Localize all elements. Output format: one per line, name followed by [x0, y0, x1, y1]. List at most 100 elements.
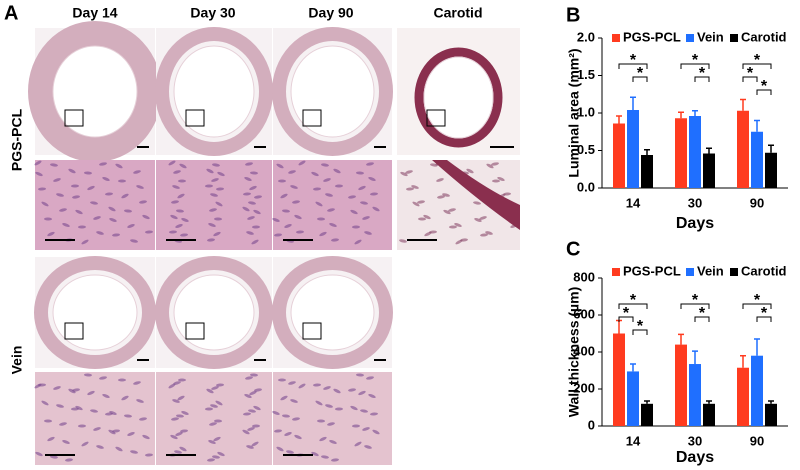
histology-zoom — [273, 160, 392, 250]
cell-nucleus — [177, 193, 185, 199]
cell-nucleus — [280, 193, 288, 199]
cell-nucleus — [368, 176, 376, 182]
cell-nucleus — [424, 231, 432, 237]
error-bar — [678, 333, 684, 345]
cell-nucleus — [212, 455, 220, 459]
cell-nucleus — [124, 414, 132, 418]
cell-nucleus — [298, 383, 306, 389]
row-label: PGS-PCL — [9, 108, 25, 171]
cell-nucleus — [311, 451, 319, 457]
significance-bracket — [694, 76, 710, 82]
cell-nucleus — [362, 216, 370, 220]
zoom-box — [64, 322, 84, 340]
significance-bracket — [632, 76, 648, 82]
cell-nucleus — [93, 216, 101, 220]
error-bar — [706, 147, 712, 154]
cell-nucleus — [208, 223, 216, 227]
y-tick-label: 400 — [573, 343, 595, 358]
error-bar — [616, 319, 622, 334]
cell-nucleus — [356, 171, 364, 175]
legend-label: PGS-PCL — [623, 263, 681, 278]
cell-nucleus — [319, 436, 327, 442]
cell-nucleus — [252, 424, 260, 428]
legend-label: Vein — [697, 263, 724, 278]
cell-nucleus — [78, 424, 86, 428]
cell-nucleus — [59, 208, 67, 212]
column-label: Carotid — [434, 5, 483, 21]
significance-label: * — [761, 78, 768, 95]
cell-nucleus — [177, 395, 185, 401]
y-axis-label: Luminal area (mm²) — [566, 48, 582, 177]
cell-nucleus — [53, 178, 61, 182]
cell-nucleus — [449, 225, 457, 229]
x-tick-label: 30 — [688, 195, 702, 210]
cell-nucleus — [142, 434, 150, 440]
vessel-lumen — [52, 274, 138, 351]
cell-nucleus — [112, 233, 120, 237]
y-tick-label: 0.5 — [577, 142, 595, 157]
cell-nucleus — [206, 388, 214, 394]
y-tick-label: 2.0 — [577, 29, 595, 44]
cell-nucleus — [333, 388, 341, 394]
x-axis-label: Days — [676, 215, 714, 232]
y-tick-label: 0 — [588, 417, 595, 432]
error-bar — [616, 115, 622, 124]
bar — [613, 333, 625, 426]
cell-nucleus — [180, 233, 188, 237]
cell-nucleus — [358, 390, 366, 396]
cell-nucleus — [327, 208, 335, 212]
cell-nucleus — [210, 193, 218, 197]
significance-label: * — [699, 305, 706, 322]
histology-zoom — [35, 372, 155, 465]
cell-nucleus — [109, 410, 117, 416]
cell-nucleus — [492, 179, 500, 183]
cell-nucleus — [497, 176, 505, 182]
cell-nucleus — [350, 209, 358, 215]
bar — [641, 155, 653, 188]
significance-label: * — [761, 305, 768, 322]
cell-nucleus — [102, 176, 110, 182]
cell-nucleus — [486, 163, 494, 169]
significance-label: * — [623, 305, 630, 322]
bar — [689, 364, 701, 426]
cell-nucleus — [250, 171, 258, 175]
error-bar — [768, 144, 774, 153]
cell-nucleus — [360, 409, 368, 413]
y-tick-label: 800 — [573, 269, 595, 284]
error-bar — [740, 354, 746, 368]
cell-nucleus — [35, 451, 43, 457]
cell-nucleus — [206, 168, 214, 174]
cell-nucleus — [207, 458, 215, 462]
cell-nucleus — [254, 195, 262, 199]
cell-nucleus — [354, 239, 362, 245]
bar — [641, 403, 653, 426]
cell-nucleus — [41, 201, 49, 207]
vessel-wall — [414, 47, 503, 148]
significance-bracket — [742, 63, 772, 69]
vessel-wall — [155, 27, 273, 156]
zoom-box — [185, 109, 205, 127]
cell-nucleus — [248, 409, 256, 413]
bar — [613, 123, 625, 188]
legend-swatch — [730, 268, 738, 276]
cell-nucleus — [491, 162, 499, 166]
cell-nucleus — [108, 206, 116, 212]
cell-nucleus — [56, 193, 64, 197]
cell-nucleus — [112, 429, 120, 433]
cell-nucleus — [96, 445, 104, 449]
cell-nucleus — [38, 187, 46, 191]
cell-nucleus — [274, 233, 282, 237]
cell-nucleus — [364, 231, 372, 235]
cell-nucleus — [81, 239, 89, 245]
cell-nucleus — [244, 393, 252, 399]
cell-nucleus — [315, 400, 323, 406]
cell-nucleus — [274, 429, 282, 433]
vessel-lumen — [423, 56, 494, 139]
cell-nucleus — [284, 431, 292, 437]
cell-nucleus — [251, 441, 259, 447]
cell-nucleus — [313, 383, 321, 387]
cell-nucleus — [84, 171, 92, 175]
cell-nucleus — [133, 381, 141, 385]
error-bar — [706, 400, 712, 404]
